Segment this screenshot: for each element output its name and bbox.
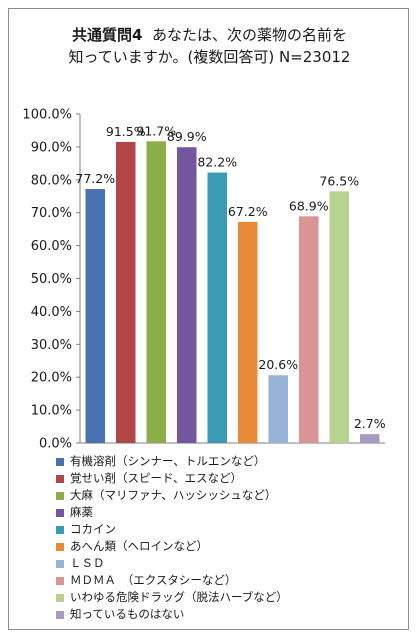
legend-label: コカイン <box>70 522 116 536</box>
legend-item: コカイン <box>56 521 396 538</box>
legend-label: 有機溶剤（シンナー、トルエンなど） <box>70 454 266 468</box>
bar <box>268 375 289 443</box>
bar <box>85 189 106 443</box>
legend-swatch <box>56 559 64 568</box>
data-label: 82.2% <box>197 155 237 170</box>
legend-swatch <box>56 542 64 551</box>
legend-swatch <box>56 593 64 602</box>
chart-title: 共通質問4 あなたは、次の薬物の名前を 知っていますか。(複数回答可) N=23… <box>0 24 419 68</box>
legend-item: あへん類（ヘロインなど） <box>56 538 396 555</box>
data-label: 68.9% <box>289 198 329 213</box>
legend-label: ＭＤＭＡ （エクスタシーなど） <box>70 573 237 587</box>
y-tick-label: 50.0% <box>31 272 72 287</box>
legend-swatch <box>56 610 64 619</box>
legend-swatch <box>56 457 64 466</box>
bar <box>176 147 197 443</box>
data-label: 91.7% <box>136 123 176 138</box>
legend-item: ＬＳＤ <box>56 555 396 572</box>
bar <box>146 141 167 443</box>
legend-item: 知っているものはない <box>56 606 396 623</box>
bar <box>115 141 136 443</box>
title-question-number: 共通質問4 <box>72 26 143 44</box>
legend-item: 麻薬 <box>56 504 396 521</box>
legend-item: いわゆる危険ドラッグ（脱法ハーブなど） <box>56 589 396 606</box>
data-label: 89.9% <box>167 129 207 144</box>
legend-swatch <box>56 491 64 500</box>
legend-label: あへん類（ヘロインなど） <box>70 539 208 553</box>
y-tick-label: 40.0% <box>31 305 72 320</box>
data-label: 20.6% <box>258 357 298 372</box>
bar <box>237 221 258 443</box>
legend-label: 覚せい剤（スピード、エスなど） <box>70 471 243 485</box>
bar <box>298 216 319 443</box>
legend-label: 知っているものはない <box>70 607 185 621</box>
legend-item: 有機溶剤（シンナー、トルエンなど） <box>56 453 396 470</box>
legend-label: 大麻（マリファナ、ハッシッシュなど） <box>70 488 277 502</box>
bars <box>85 141 380 443</box>
y-tick-label: 100.0% <box>22 108 72 123</box>
bar <box>329 191 350 443</box>
y-tick-label: 30.0% <box>31 338 72 353</box>
legend-item: 覚せい剤（スピード、エスなど） <box>56 470 396 487</box>
data-label: 67.2% <box>228 204 268 219</box>
data-label: 77.2% <box>75 171 115 186</box>
legend-item: ＭＤＭＡ （エクスタシーなど） <box>56 572 396 589</box>
legend-item: 大麻（マリファナ、ハッシッシュなど） <box>56 487 396 504</box>
bar <box>359 434 380 443</box>
legend-swatch <box>56 508 64 517</box>
title-subline: 知っていますか。(複数回答可) N=23012 <box>68 48 351 66</box>
y-tick-label: 0.0% <box>39 437 72 452</box>
y-tick-label: 60.0% <box>31 239 72 254</box>
data-labels: 77.2% 91.5%91.7%89.9% 82.2% 67.2% 20.6% 68.9%… <box>75 123 385 431</box>
legend-swatch <box>56 474 64 483</box>
y-tick-label: 20.0% <box>31 371 72 386</box>
legend: 有機溶剤（シンナー、トルエンなど） 覚せい剤（スピード、エスなど） 大麻（マリファナ… <box>56 453 396 623</box>
data-label: 76.5% <box>319 173 359 188</box>
title-question-text: あなたは、次の薬物の名前を <box>151 26 347 44</box>
y-tick-label: 90.0% <box>31 140 72 155</box>
y-tick-label: 80.0% <box>31 173 72 188</box>
legend-label: いわゆる危険ドラッグ（脱法ハーブなど） <box>70 590 288 604</box>
data-label: 2.7% <box>354 416 386 431</box>
y-tick-label: 70.0% <box>31 206 72 221</box>
legend-swatch <box>56 576 64 585</box>
legend-swatch <box>56 525 64 534</box>
legend-label: 麻薬 <box>70 505 93 519</box>
data-label: 91.5% <box>106 124 146 139</box>
bar <box>207 172 228 443</box>
y-tick-label: 10.0% <box>31 404 72 419</box>
legend-label: ＬＳＤ <box>70 556 105 570</box>
